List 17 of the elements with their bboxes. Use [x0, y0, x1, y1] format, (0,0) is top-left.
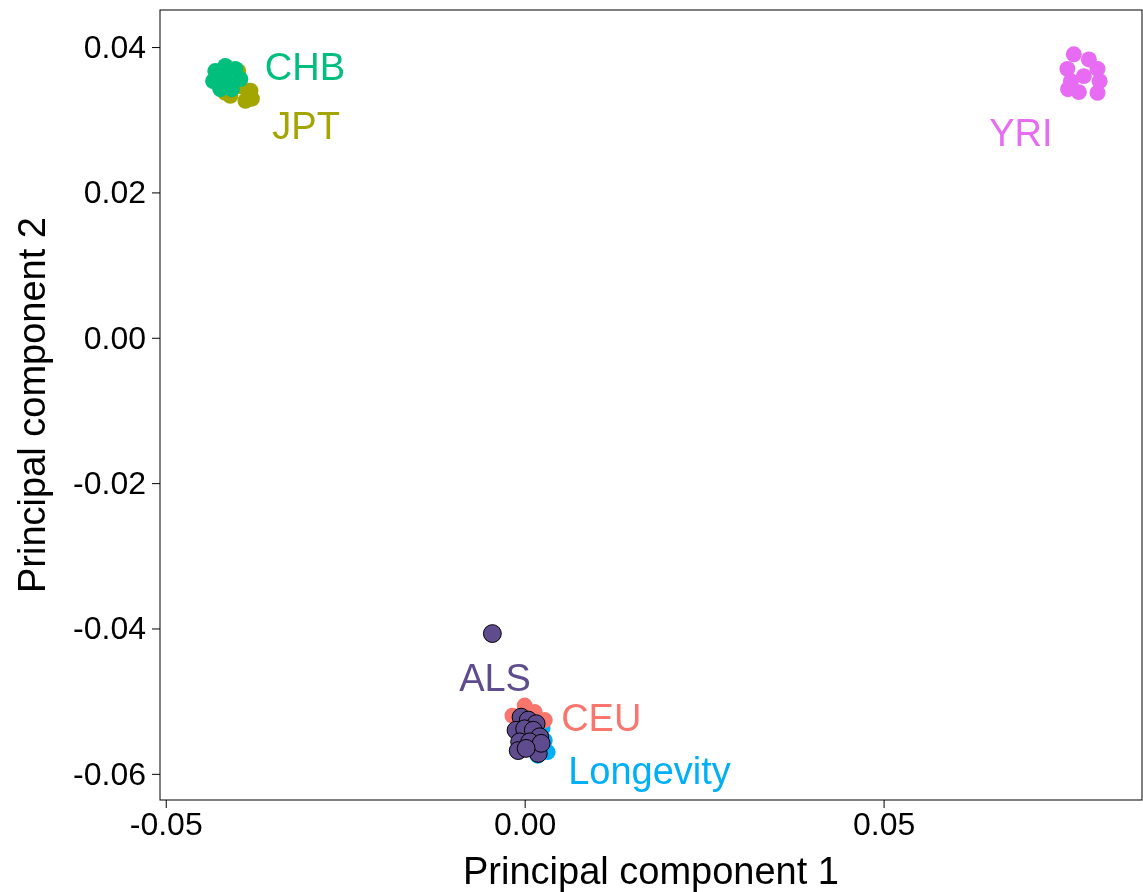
y-tick-label: -0.02: [73, 464, 146, 501]
series-label: CEU: [561, 697, 642, 740]
series-label: ALS: [459, 656, 531, 699]
x-tick-label: -0.05: [129, 805, 203, 842]
series-label: Longevity: [568, 750, 731, 793]
y-tick-label: 0.04: [83, 28, 146, 65]
y-tick-label: 0.02: [83, 174, 146, 211]
y-tick-label: -0.04: [73, 610, 146, 647]
y-axis-title: Principal component 2: [11, 217, 53, 593]
x-tick-label: 0.00: [494, 805, 557, 842]
y-tick-label: -0.06: [73, 755, 146, 792]
series-label: CHB: [264, 45, 346, 88]
x-tick-label: 0.05: [852, 805, 916, 842]
series-label: JPT: [272, 104, 340, 147]
series-label: YRI: [989, 112, 1053, 155]
x-axis-title: Principal component 1: [463, 850, 839, 892]
y-tick-label: 0.00: [83, 319, 146, 356]
